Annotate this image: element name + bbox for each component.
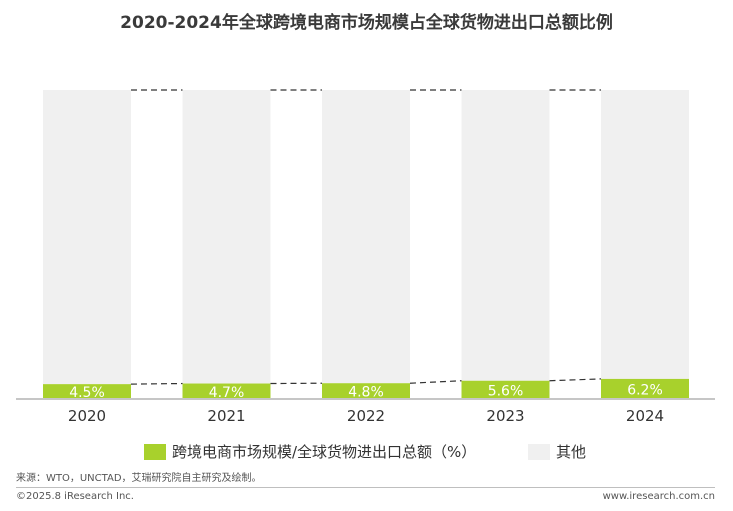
bar-cross-border-2024 — [601, 378, 689, 398]
legend-swatch-cross-border — [144, 443, 166, 460]
chart-canvas: 4.5% 2020 4.7% 2021 4.8% 2022 5.6% 2023 6.2% 2024 — [16, 89, 715, 425]
connector-bottom-2 — [409, 380, 462, 384]
x-tick-2022: 2022 — [347, 407, 385, 425]
chart-title: 2020-2024年全球跨境电商市场规模占全球货物进出口总额比例 — [120, 13, 613, 33]
connector-bottom-0 — [130, 382, 183, 385]
bar-cross-border-2022 — [322, 383, 410, 398]
bar-other-2024 — [601, 90, 689, 379]
footer-website: www.iresearch.com.cn — [602, 491, 715, 502]
connector-bottom-3 — [549, 378, 602, 382]
bar-other-2023 — [461, 90, 550, 381]
legend: 跨境电商市场规模/全球货物进出口总额（%） 其他 — [0, 441, 733, 463]
bar-other-2020 — [43, 90, 131, 385]
data-label-2020: 4.5% — [69, 385, 105, 401]
legend-swatch-other — [528, 443, 550, 460]
bar-cross-border-2023 — [461, 380, 550, 398]
legend-label-other: 其他 — [556, 443, 587, 461]
x-tick-2023: 2023 — [486, 407, 524, 425]
bar-other-2022 — [322, 90, 410, 384]
source-note: 来源：WTO，UNCTAD，艾瑞研究院自主研究及绘制。 — [16, 473, 262, 484]
data-label-2023: 5.6% — [488, 383, 524, 399]
footer-copyright: ©2025.8 iResearch Inc. — [16, 491, 134, 502]
legend-item-cross-border: 跨境电商市场规模/全球货物进出口总额（%） — [144, 441, 476, 462]
data-label-2024: 6.2% — [627, 382, 663, 398]
bar-cross-border-2020 — [43, 384, 131, 398]
bar-cross-border-2021 — [182, 383, 271, 398]
x-tick-2024: 2024 — [626, 407, 664, 425]
footer-divider — [16, 487, 715, 488]
data-label-2022: 4.8% — [348, 385, 384, 401]
x-tick-2021: 2021 — [207, 407, 245, 425]
x-tick-2020: 2020 — [68, 407, 106, 425]
data-label-2021: 4.7% — [209, 385, 245, 401]
legend-label-cross-border: 跨境电商市场规模/全球货物进出口总额（%） — [172, 443, 477, 461]
legend-item-other: 其他 — [528, 441, 586, 462]
bar-other-2021 — [182, 90, 271, 384]
